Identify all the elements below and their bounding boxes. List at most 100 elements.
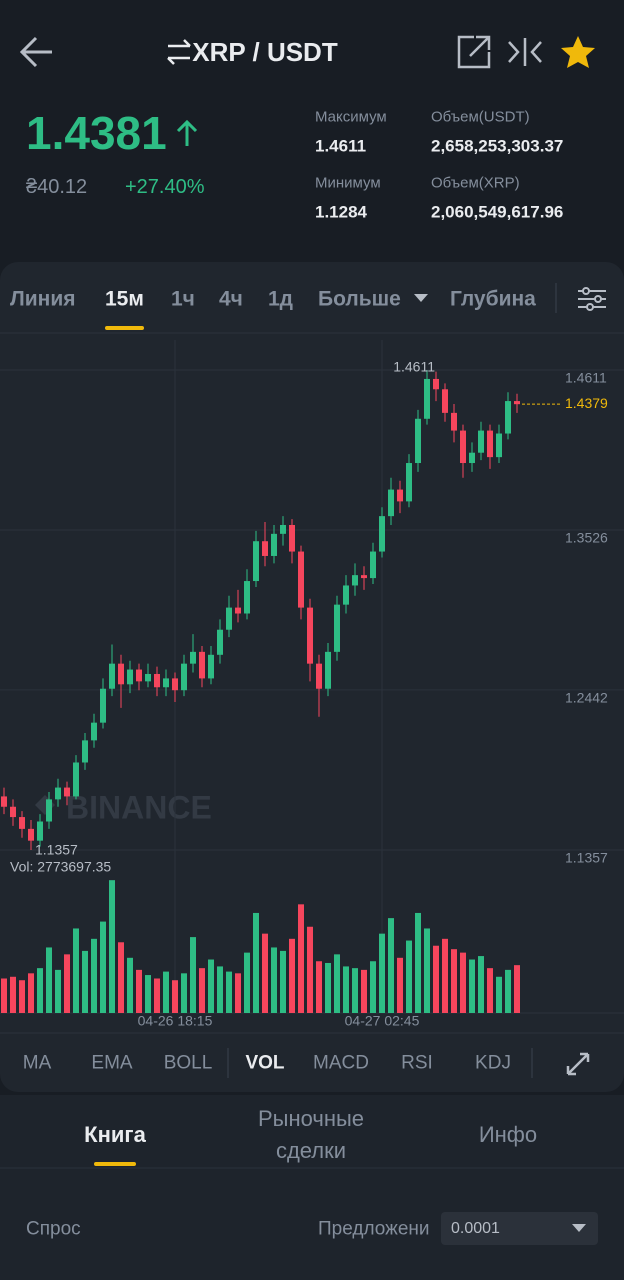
candle-body — [181, 663, 187, 691]
candle-body — [379, 516, 385, 552]
candle-body — [199, 651, 205, 679]
active-indicator — [105, 326, 144, 330]
y-tick-label: 1.2442 — [565, 690, 608, 706]
candle-body — [1, 796, 7, 807]
candle-body — [73, 762, 79, 797]
high-label: 1.4611 — [393, 359, 435, 375]
y-tick-label: 1.3526 — [565, 530, 608, 546]
candle-body — [253, 541, 259, 582]
candle-body — [442, 389, 448, 413]
y-tick-label: 1.1357 — [565, 850, 608, 866]
indicator-tab[interactable]: BOLL — [163, 1052, 213, 1074]
back-button[interactable] — [19, 36, 52, 68]
indicator-tab[interactable]: RSI — [401, 1052, 433, 1074]
candle-body — [100, 688, 106, 723]
volume-bar — [136, 969, 142, 1013]
candle-body — [217, 629, 223, 655]
volume-bar — [505, 969, 511, 1013]
section-tab[interactable]: Книга — [84, 1122, 146, 1147]
candle-body — [82, 740, 88, 763]
volume-bar — [325, 962, 331, 1013]
stat-label: Объем(USDT) — [431, 108, 530, 126]
volume-bar — [19, 980, 25, 1013]
candle-body — [64, 787, 70, 797]
volume-bar — [370, 961, 376, 1013]
favorite-star[interactable] — [561, 36, 595, 68]
indicator-tab[interactable]: EMA — [91, 1052, 133, 1074]
swap-icon[interactable] — [167, 39, 191, 65]
indicator-tab[interactable]: VOL — [245, 1052, 285, 1074]
candle-body — [154, 673, 160, 688]
precision-select[interactable] — [441, 1212, 598, 1245]
candle-body — [415, 418, 421, 464]
section-tab[interactable]: Инфо — [478, 1122, 538, 1147]
candle-body — [406, 463, 412, 502]
candle-body — [10, 806, 16, 818]
precision-value[interactable]: 0.0001 — [451, 1220, 500, 1237]
interval-tab[interactable]: Глубина — [450, 287, 536, 311]
volume-bar — [10, 976, 16, 1013]
candle-body — [235, 607, 241, 614]
candle-body — [478, 430, 484, 453]
volume-bar — [388, 918, 394, 1013]
candle-body — [28, 828, 34, 841]
volume-bar — [118, 942, 124, 1013]
volume-bar — [280, 950, 286, 1013]
dropdown-caret[interactable] — [572, 1224, 586, 1232]
stat-value: 1.4611 — [315, 136, 367, 156]
stat-value: 2,060,549,617.96 — [431, 202, 564, 222]
fullscreen-button[interactable] — [566, 1052, 590, 1076]
price-change: +27.40% — [125, 176, 205, 198]
interval-tab[interactable]: Линия — [10, 287, 76, 311]
pair-title: XRP / USDT — [192, 37, 338, 67]
stat-value: 1.1284 — [315, 202, 367, 222]
candle-body — [289, 524, 295, 552]
volume-bar — [343, 966, 349, 1013]
chart-settings-button[interactable] — [578, 287, 606, 311]
x-tick-label: 04-26 18:15 — [138, 1013, 213, 1029]
fiat-price: ₴40.12 — [26, 176, 88, 198]
bottom-panel — [0, 1095, 624, 1280]
volume-bar — [37, 968, 43, 1013]
candle-body — [46, 799, 52, 822]
candle-body — [325, 651, 331, 689]
section-tab[interactable]: Рыночные сделки — [257, 1106, 365, 1163]
compare-button[interactable] — [508, 38, 542, 66]
last-price: 1.4381 — [26, 107, 167, 159]
interval-tab[interactable]: 15м — [105, 287, 144, 311]
interval-tab[interactable]: 1д — [268, 287, 294, 311]
candle-body — [118, 663, 124, 685]
volume-bar — [46, 947, 52, 1013]
volume-bar — [82, 950, 88, 1013]
candle-body — [127, 669, 133, 685]
candle-body — [109, 663, 115, 689]
volume-bar — [478, 956, 484, 1013]
indicator-tab[interactable]: MA — [22, 1052, 52, 1074]
interval-tab[interactable]: 4ч — [219, 287, 243, 311]
indicator-tab[interactable]: MACD — [313, 1052, 369, 1074]
volume-bar — [64, 954, 70, 1013]
indicator-tab[interactable]: KDJ — [475, 1052, 511, 1074]
volume-bar — [163, 971, 169, 1013]
chart-panel — [0, 262, 624, 1092]
share-button[interactable] — [457, 35, 491, 69]
volume-bar — [334, 954, 340, 1013]
volume-bar — [433, 945, 439, 1013]
volume-bar — [469, 959, 475, 1013]
candle-body — [460, 430, 466, 464]
candle-body — [172, 678, 178, 691]
candle-body — [433, 378, 439, 390]
volume-bar — [271, 947, 277, 1013]
dropdown-caret[interactable] — [414, 294, 428, 302]
interval-tab[interactable]: 1ч — [171, 287, 195, 311]
candle-body — [280, 524, 286, 534]
volume-bar — [181, 973, 187, 1013]
stat-label: Минимум — [315, 174, 381, 192]
candle-body — [145, 673, 151, 682]
bid-label: Спрос — [26, 1218, 81, 1240]
candle-body — [469, 452, 475, 464]
volume-bar — [262, 933, 268, 1013]
candle-body — [91, 722, 97, 741]
interval-tab[interactable]: Больше — [318, 287, 401, 311]
